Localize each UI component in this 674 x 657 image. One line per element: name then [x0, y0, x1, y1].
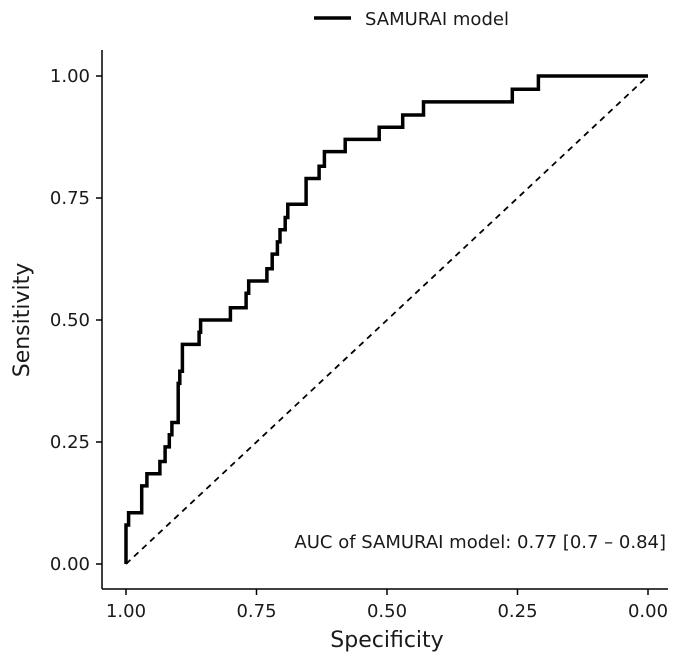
- y-tick-label: 1.00: [50, 66, 90, 87]
- series-layer: [124, 74, 649, 565]
- x-tick-label: 0.50: [367, 601, 407, 622]
- x-tick-label: 1.00: [106, 601, 146, 622]
- chance-diagonal-line: [125, 75, 649, 565]
- y-tick-label: 0.75: [50, 188, 90, 209]
- legend-label: SAMURAI model: [365, 9, 509, 30]
- auc-annotation: AUC of SAMURAI model: 0.77 [0.7 – 0.84]: [294, 532, 666, 553]
- x-tick-label: 0.00: [628, 601, 668, 622]
- y-ticks: 0.00 0.25 0.50 0.75 1.00: [50, 66, 102, 575]
- y-tick-label: 0.50: [50, 310, 90, 331]
- roc-curve-line: [124, 74, 648, 564]
- legend: SAMURAI model: [314, 9, 509, 30]
- x-ticks: 1.00 0.75 0.50 0.25 0.00: [106, 589, 668, 622]
- y-tick-label: 0.25: [50, 432, 90, 453]
- x-axis-title: Specificity: [330, 628, 443, 653]
- y-axis-title: Sensitivity: [10, 263, 35, 378]
- y-tick-label: 0.00: [50, 554, 90, 575]
- x-tick-label: 0.75: [236, 601, 276, 622]
- x-tick-label: 0.25: [497, 601, 537, 622]
